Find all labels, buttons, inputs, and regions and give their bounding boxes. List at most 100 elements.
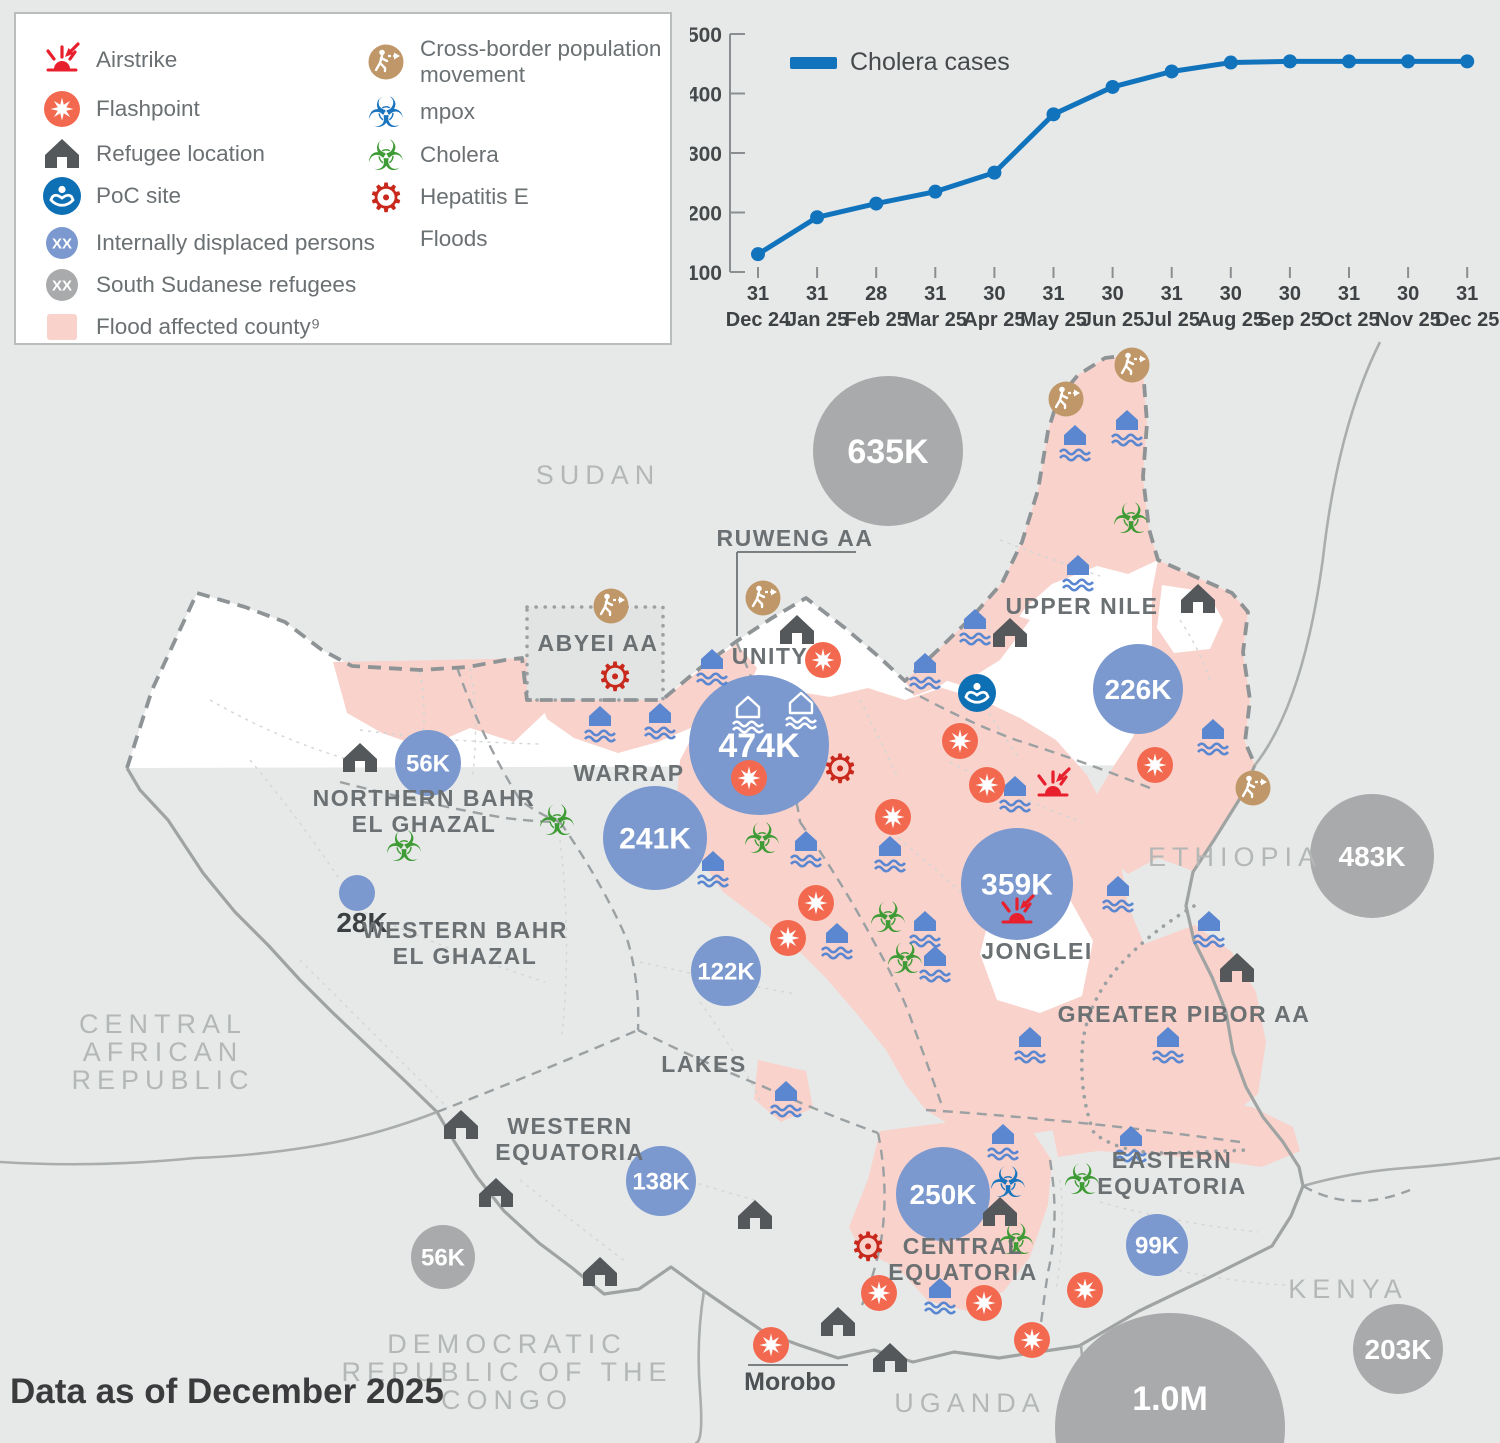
crossborder-icon (745, 580, 781, 616)
neighbor-border (1253, 341, 1382, 766)
flood-icon (1152, 1027, 1184, 1064)
cholera-icon: ☣ (538, 796, 576, 845)
legend-item-mpox: ☣ mpox (364, 90, 475, 134)
refugee-bubble: 56K (411, 1225, 475, 1289)
idp-bubble: 28K (336, 875, 388, 938)
refugee-count: 483K (1339, 841, 1406, 872)
flood-icon (584, 706, 616, 743)
idp-count: 241K (619, 823, 691, 856)
poc-icon (43, 177, 81, 215)
mpox-icon: ☣ (989, 1158, 1027, 1207)
state-label: LAKES (661, 1051, 746, 1077)
refugee-count: 1.0M (1132, 1380, 1208, 1418)
data-point (1223, 55, 1238, 70)
data-point (810, 210, 825, 225)
state-border (455, 666, 561, 824)
cholera-icon: ☣ (385, 822, 423, 871)
refugee-bubble: 203K (1353, 1304, 1443, 1394)
legend-item-ssd: XX South Sudanese refugees (40, 263, 356, 307)
state-border (637, 1028, 879, 1135)
refugee-icon (1181, 584, 1215, 613)
refugee-icon (821, 1307, 855, 1336)
flood-icon (785, 691, 817, 730)
morobo-label: Morobo (744, 1368, 836, 1396)
refugee-icon (444, 1110, 478, 1139)
x-tick-month: Jun 25 (1081, 309, 1144, 331)
legend-item-hepatitis: ⚙ Hepatitis E (364, 175, 529, 219)
flood-icon (790, 831, 822, 868)
flood-icon (770, 1081, 802, 1118)
idp-bubble: 226K (1093, 644, 1183, 734)
state-label: WESTERN EQUATORIA (495, 1113, 644, 1165)
x-tick-month: Jan 25 (786, 309, 848, 331)
x-tick-month: Nov 25 (1375, 309, 1441, 331)
idp-count: 56K (406, 750, 451, 777)
chart-legend-label: Cholera cases (850, 48, 1010, 76)
cholera-icon: ☣ (367, 133, 405, 177)
x-tick-month: Feb 25 (845, 309, 908, 331)
state-label: ABYEI AA (537, 630, 658, 656)
ssd-icon: XX (46, 269, 78, 301)
hepatitis-icon: ⚙ (597, 654, 633, 700)
x-tick-day: 30 (983, 283, 1005, 305)
data-point (1401, 54, 1416, 69)
svg-text:XX: XX (52, 235, 72, 252)
svg-text:☣: ☣ (367, 133, 405, 177)
idp-bubble: 99K (1126, 1214, 1188, 1276)
x-tick-day: 31 (747, 283, 769, 305)
svg-text:⚙: ⚙ (822, 746, 858, 792)
flashpoint-icon (942, 723, 978, 759)
idp-bubble: 122K (691, 936, 761, 1006)
data-point (1460, 54, 1475, 69)
y-tick-label: 200 (690, 203, 722, 226)
flashpoint-icon (44, 91, 80, 127)
legend-item-floods: Floods (364, 217, 488, 261)
airstrike-icon (46, 42, 80, 72)
flood-icon (919, 946, 951, 983)
svg-text:☣: ☣ (1063, 1155, 1101, 1204)
poc-icon (958, 674, 996, 712)
flashpoint-icon (966, 1285, 1002, 1321)
flood-icon (959, 609, 991, 646)
state-border (339, 780, 561, 824)
flashpoint-icon (731, 760, 767, 796)
y-tick-label: 400 (690, 84, 722, 107)
idp-bubble: 250K (896, 1147, 990, 1241)
x-tick-month: May 25 (1020, 309, 1087, 331)
x-tick-month: Aug 25 (1197, 309, 1264, 331)
legend-item-floodcounty: Flood affected county⁹ (40, 305, 320, 349)
flood-icon (924, 1278, 956, 1315)
flood-affected-county (1052, 1097, 1300, 1167)
svg-text:⚙: ⚙ (597, 654, 633, 700)
flashpoint-icon (805, 642, 841, 678)
x-tick-month: Dec 24 (726, 309, 791, 331)
state-label: NORTHERN BAHR EL GHAZAL (313, 785, 536, 837)
svg-text:XX: XX (52, 277, 72, 294)
country-label: ETHIOPIA (1148, 842, 1322, 872)
southern-border-solid (125, 764, 1305, 1364)
cholera-icon: ☣ (1063, 1155, 1101, 1204)
flood-affected-county (905, 355, 1158, 696)
legend-label: PoC site (96, 183, 182, 209)
state-border (1038, 1159, 1056, 1333)
country-label: KENYA (1288, 1274, 1408, 1304)
flood-icon (732, 695, 764, 734)
cholera-icon: ☣ (1112, 494, 1150, 543)
refugee-icon (873, 1343, 907, 1372)
legend-label: Hepatitis E (420, 184, 529, 210)
refugee-icon (343, 743, 377, 772)
idp-bubble: 138K (626, 1146, 696, 1216)
refugee-icon (738, 1200, 772, 1229)
data-point (1046, 107, 1061, 122)
refugee-icon (479, 1178, 513, 1207)
refugee-icon (993, 618, 1027, 647)
legend-item-crossborder: Cross-border population movement (364, 36, 670, 88)
x-tick-month: Sep 25 (1258, 309, 1322, 331)
x-tick-day: 31 (806, 283, 828, 305)
refugee-icon (45, 139, 79, 168)
legend-label: Airstrike (96, 47, 178, 73)
flood-icon (1111, 410, 1143, 447)
flood-icon (999, 776, 1031, 813)
legend-label: mpox (420, 99, 476, 125)
